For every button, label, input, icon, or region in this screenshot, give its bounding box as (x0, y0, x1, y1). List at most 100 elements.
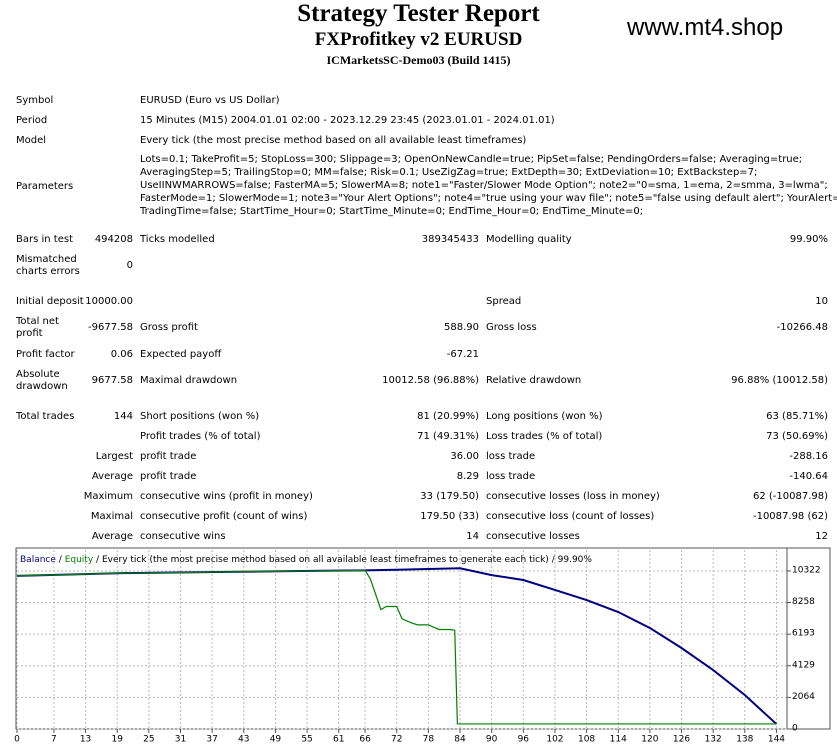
report-subtitle: FXProfitkey v2 EURUSD (314, 29, 523, 50)
stat-value: -288.16 (789, 451, 828, 462)
stat-label: Ticks modelled (140, 234, 215, 245)
stat-value: -9677.58 (88, 322, 133, 333)
stat-label: Gross profit (140, 322, 198, 333)
x-tick-label: 55 (301, 735, 312, 745)
stat-value: 588.90 (444, 322, 479, 333)
stat-value: 9677.58 (91, 375, 133, 386)
parameters-line: TradingTime=false; StartTime_Hour=0; Sta… (140, 206, 644, 217)
stat-label: Loss trades (% of total) (486, 431, 603, 442)
x-tick-label: 13 (80, 735, 91, 745)
x-tick-label: 84 (454, 735, 466, 745)
x-tick-label: 25 (143, 735, 154, 745)
stat-label: Expected payoff (140, 349, 222, 360)
stat-label: Maximum (83, 491, 133, 502)
x-tick-label: 138 (736, 735, 753, 745)
x-tick-label: 7 (51, 735, 57, 745)
stat-value: 99.90% (789, 234, 828, 245)
stat-label: Average (91, 531, 133, 542)
stat-value: -10266.48 (776, 322, 828, 333)
chart-frame (15, 547, 831, 730)
stat-label: Profit factor (16, 349, 75, 360)
x-tick-label: 37 (206, 735, 217, 745)
stat-label: Long positions (won %) (486, 411, 603, 422)
stat-value: 10012.58 (96.88%) (382, 375, 479, 386)
legend-entry: Equity (65, 555, 94, 565)
summary-label: Symbol (16, 95, 54, 106)
stat-label: consecutive wins (profit in money) (140, 491, 313, 502)
stat-label: Maximal drawdown (140, 375, 238, 386)
parameters-line: FasterMode=1; SlowerMode=1; note3="Your … (140, 193, 837, 204)
stat-label: Spread (486, 296, 522, 307)
stat-value: 10 (815, 296, 828, 307)
parameters-line: AveragingStep=5; TrailingStop=0; MM=fals… (140, 167, 758, 178)
x-tick-label: 126 (673, 735, 690, 745)
y-tick-label: 6193 (792, 629, 815, 639)
legend-quality: 99.90% (558, 555, 593, 565)
chart: 0 2064 4129 6193 8258 10322 0 7 13 19 25 31 37 43 49 55… (14, 547, 831, 745)
legend: Balance / Equity / Every tick (the most … (20, 555, 595, 565)
x-tick-label: 66 (359, 735, 371, 745)
stat-value: 144 (113, 411, 133, 422)
stat-label: Maximal (90, 511, 133, 522)
x-tick-label: 0 (14, 735, 20, 745)
stat-label: Bars in test (16, 234, 73, 245)
stat-label: Mismatched charts errors (16, 254, 80, 277)
x-tick-label: 43 (238, 735, 249, 745)
x-tick-label: 19 (111, 735, 123, 745)
stat-label: consecutive losses (486, 531, 580, 542)
report-title: Strategy Tester Report (297, 0, 540, 27)
stat-label: Initial deposit (16, 296, 84, 307)
x-tick-label: 120 (641, 735, 658, 745)
stat-value: 0.06 (110, 349, 133, 360)
stat-label: consecutive wins (140, 531, 226, 542)
stat-label: Average (91, 471, 133, 482)
x-tick-label: 61 (333, 735, 344, 745)
stat-label: Largest (95, 451, 133, 462)
x-tick-label: 96 (518, 735, 530, 745)
x-tick-label: 78 (423, 735, 435, 745)
server: ICMarketsSC-Demo03 (Build 1415) (326, 53, 511, 67)
stat-value: -10087.98 (62) (752, 511, 828, 522)
stat-label: Total trades (16, 411, 75, 422)
x-tick-label: 114 (610, 735, 627, 745)
summary-label: Period (16, 115, 48, 126)
stat-value: 33 (179.50) (420, 491, 479, 502)
x-tick-label: 31 (175, 735, 186, 745)
summary-value: EURUSD (Euro vs US Dollar) (140, 95, 280, 106)
x-tick-label: 49 (270, 735, 282, 745)
x-tick-label: 72 (391, 735, 402, 745)
stat-value: 73 (50.69%) (766, 431, 828, 442)
stat-value: 0 (126, 260, 133, 271)
stat-value: 389345433 (421, 234, 479, 245)
summary-label: Model (16, 135, 47, 146)
stat-label: Absolute drawdown (16, 369, 68, 392)
stat-value: 63 (85.71%) (766, 411, 828, 422)
stat-value: 179.50 (33) (420, 511, 479, 522)
stat-label: consecutive losses (loss in money) (486, 491, 660, 502)
stat-label: profit trade (140, 451, 197, 462)
stat-value: 81 (20.99%) (417, 411, 479, 422)
series-line (16, 569, 777, 725)
parameters-line: UseIINWMARROWS=false; FasterMA=5; Slower… (140, 180, 828, 191)
legend-separator: / (552, 555, 556, 565)
stat-label: Modelling quality (486, 234, 572, 245)
stat-value: 71 (49.31%) (417, 431, 479, 442)
y-tick-label: 2064 (792, 692, 815, 702)
x-tick-label: 108 (578, 735, 595, 745)
stat-label: loss trade (486, 471, 536, 482)
y-tick-label: 4129 (792, 660, 815, 670)
stat-label: loss trade (486, 451, 536, 462)
stat-label: Relative drawdown (486, 375, 582, 386)
y-tick-label: 8258 (792, 597, 815, 607)
watermark: www.mt4.shop (627, 14, 784, 41)
stat-value: 96.88% (10012.58) (731, 375, 828, 386)
y-tick-label: 0 (792, 724, 798, 734)
parameters-label: Parameters (16, 181, 74, 192)
stat-value: -140.64 (789, 471, 828, 482)
stat-label: Gross loss (486, 322, 537, 333)
summary-value: 15 Minutes (M15) 2004.01.01 02:00 - 2023… (140, 115, 555, 126)
legend-entry: Balance (20, 555, 56, 565)
stat-label: consecutive profit (count of wins) (140, 511, 308, 522)
stat-label: Profit trades (% of total) (140, 431, 261, 442)
summary-value: Every tick (the most precise method base… (140, 135, 527, 146)
